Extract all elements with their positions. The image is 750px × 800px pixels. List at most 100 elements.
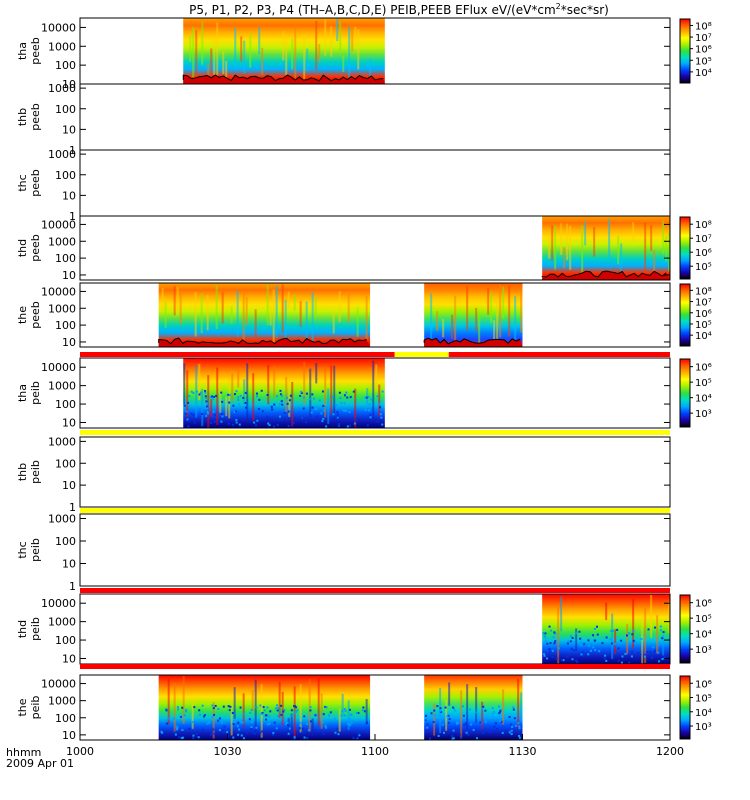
noise-speck <box>231 423 234 426</box>
noise-speck <box>452 737 455 740</box>
colorbar-tick-label: 10⁵ <box>695 378 712 389</box>
noise-speck <box>260 730 263 733</box>
noise-speck <box>611 629 614 632</box>
noise-speck <box>233 393 236 396</box>
y-tick-label: 100 <box>55 103 76 116</box>
noise-speck <box>309 706 312 709</box>
noise-speck <box>271 408 274 411</box>
noise-speck <box>546 657 549 660</box>
spectrogram-stripe <box>281 691 284 726</box>
noise-speck <box>240 734 243 737</box>
noise-speck <box>482 705 485 708</box>
spectrogram-stripe <box>493 320 496 345</box>
noise-speck <box>654 626 657 629</box>
noise-speck <box>354 418 357 421</box>
colorbar-tick-label: 10⁶ <box>695 679 712 690</box>
noise-speck <box>336 413 339 416</box>
noise-speck <box>510 733 513 736</box>
noise-speck <box>617 659 620 662</box>
spectrogram-block <box>158 283 371 347</box>
noise-speck <box>168 717 171 720</box>
y-tick-label: 1000 <box>48 380 76 393</box>
noise-speck <box>302 396 305 399</box>
noise-speck <box>179 715 182 718</box>
panel-thb-peib: 1000 100 10 1 thbpeib <box>16 435 671 514</box>
noise-speck <box>440 710 443 713</box>
noise-speck <box>596 633 599 636</box>
noise-speck <box>280 394 283 397</box>
noise-speck <box>325 706 328 709</box>
spectrogram-stripe <box>249 33 252 68</box>
spectrogram-stripe <box>291 38 294 70</box>
noise-speck <box>548 653 551 656</box>
spectrogram-stripe <box>240 36 243 62</box>
noise-speck <box>571 658 574 661</box>
noise-speck <box>201 412 204 415</box>
noise-speck <box>279 393 282 396</box>
noise-speck <box>660 629 663 632</box>
noise-speck <box>343 394 346 397</box>
colorbar-scale <box>679 358 691 428</box>
noise-speck <box>165 708 168 711</box>
noise-speck <box>183 714 186 717</box>
noise-speck <box>211 398 214 401</box>
noise-speck <box>286 402 289 405</box>
status-bar <box>80 430 670 435</box>
noise-speck <box>566 642 569 645</box>
noise-speck <box>320 412 323 415</box>
noise-speck <box>336 727 339 730</box>
noise-speck <box>589 649 592 652</box>
noise-speck <box>217 719 220 722</box>
colorbar-scale <box>679 594 691 664</box>
noise-speck <box>276 395 279 398</box>
spectrogram-stripe <box>275 285 278 339</box>
noise-speck <box>545 640 548 643</box>
noise-speck <box>174 733 177 736</box>
noise-speck <box>276 709 279 712</box>
noise-speck <box>437 732 440 735</box>
noise-speck <box>287 732 290 735</box>
noise-speck <box>378 402 381 405</box>
noise-speck <box>517 722 520 725</box>
spectrogram-stripe <box>324 366 327 418</box>
panel-thd-peib: 10000 1000 100 10 thdpeib 10⁶ 10⁵ 10⁴ 10³ <box>16 593 712 665</box>
spectrogram-stripe <box>496 302 499 345</box>
spectrogram-stripe <box>233 687 236 719</box>
spectrogram-stripe <box>245 297 248 325</box>
noise-speck <box>211 715 214 718</box>
noise-speck <box>650 656 653 659</box>
noise-speck <box>605 636 608 639</box>
noise-speck <box>459 733 462 736</box>
noise-speck <box>345 391 348 394</box>
noise-speck <box>344 409 347 412</box>
status-bar <box>80 664 670 669</box>
noise-speck <box>238 728 241 731</box>
noise-speck <box>303 736 306 739</box>
spectrogram-stripe <box>656 615 659 654</box>
noise-speck <box>339 396 342 399</box>
spectrogram-stripe <box>221 292 224 324</box>
noise-speck <box>580 644 583 647</box>
noise-speck <box>283 708 286 711</box>
noise-speck <box>244 406 247 409</box>
noise-speck <box>255 726 258 729</box>
colorbar: 10⁸ 10⁷ 10⁶ 10⁵ <box>679 216 712 280</box>
noise-speck <box>173 731 176 734</box>
noise-speck <box>217 707 220 710</box>
figure-title: P5, P1, P2, P3, P4 (TH–A,B,C,D,E) PEIB,P… <box>189 2 609 17</box>
noise-speck <box>543 634 546 637</box>
noise-speck <box>237 398 240 401</box>
panel-frame <box>79 83 671 151</box>
spectrogram-stripe <box>246 363 249 423</box>
spectrogram-stripe <box>605 602 608 621</box>
noise-speck <box>518 736 521 739</box>
noise-speck <box>307 729 310 732</box>
noise-speck <box>279 389 282 392</box>
spectrogram-stripe <box>285 34 288 79</box>
y-tick-label: 1000 <box>48 148 76 161</box>
status-segment <box>80 352 395 357</box>
spectrogram-stripe <box>665 236 668 262</box>
noise-speck <box>296 709 299 712</box>
noise-speck <box>325 425 328 428</box>
noise-speck <box>509 723 512 726</box>
